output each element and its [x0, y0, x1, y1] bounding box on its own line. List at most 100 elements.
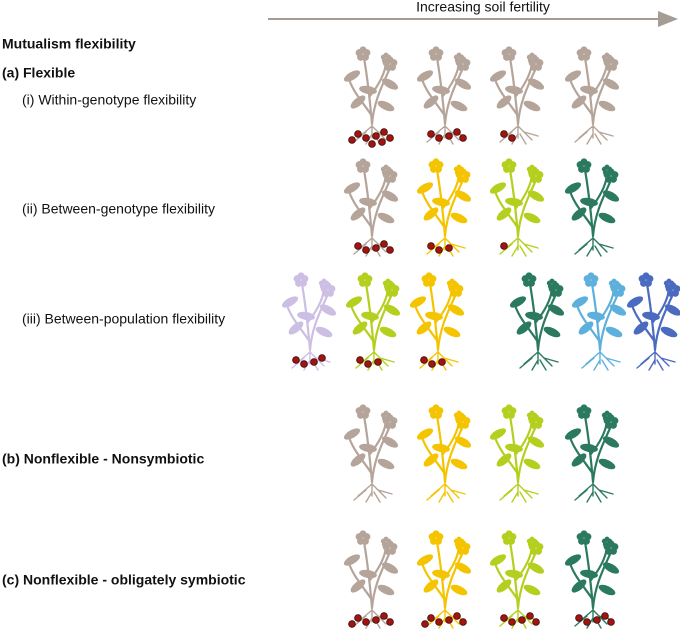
leaf [527, 436, 545, 448]
roots [426, 481, 466, 503]
nodule [354, 614, 362, 622]
nodule [362, 246, 370, 254]
nodule [380, 612, 388, 620]
leaf [598, 458, 616, 470]
leaf [381, 78, 399, 90]
leaf [319, 304, 337, 316]
leaf [602, 562, 620, 574]
plant [345, 272, 401, 371]
leaf [587, 311, 605, 321]
leaf [564, 554, 582, 566]
leaf [598, 584, 616, 596]
plant [564, 404, 620, 503]
petal [501, 533, 509, 541]
nodule [362, 134, 370, 142]
roots [353, 481, 393, 503]
leaf [571, 453, 587, 467]
petal [601, 54, 607, 60]
nodule [427, 130, 435, 138]
plant [564, 530, 620, 629]
leaf [377, 584, 395, 596]
leaf [416, 428, 434, 440]
nodule [593, 616, 601, 624]
petal [421, 275, 429, 283]
roots [574, 235, 614, 257]
petal [428, 407, 436, 415]
nodule [354, 242, 362, 250]
leaf [423, 207, 439, 221]
leaf [564, 70, 582, 82]
leaf [361, 311, 379, 321]
nodule [601, 612, 609, 620]
petal [318, 280, 324, 286]
leaf [523, 458, 541, 470]
leaf [543, 326, 561, 338]
leaf [523, 584, 541, 596]
plant [281, 272, 337, 371]
plant [489, 158, 545, 257]
petal [546, 280, 552, 286]
nodule [378, 138, 386, 146]
plant [571, 272, 627, 371]
leaf [288, 321, 304, 335]
leaf [505, 85, 523, 95]
nodule [508, 134, 516, 142]
section-label: (c) Nonflexible - obligately symbiotic [2, 572, 246, 588]
leaf [509, 296, 527, 308]
leaf [598, 212, 616, 224]
leaf [527, 190, 545, 202]
petal [576, 407, 584, 415]
petal [355, 407, 363, 415]
nodule [300, 360, 308, 368]
leaf [523, 100, 541, 112]
petal [428, 49, 436, 57]
leaf [578, 321, 594, 335]
heading: Mutualism flexibility [2, 36, 136, 52]
leaf [350, 95, 366, 109]
petal [526, 166, 532, 172]
petal [663, 280, 669, 286]
nodule [374, 358, 382, 366]
plants [281, 46, 680, 629]
leaf [598, 100, 616, 112]
row-label: (ii) Between-genotype flexibility [22, 201, 215, 217]
leaf [454, 190, 472, 202]
petal [576, 49, 584, 57]
leaf [447, 304, 465, 316]
leaf [343, 182, 361, 194]
nodule [583, 618, 591, 626]
nodule [292, 356, 300, 364]
leaf [359, 443, 377, 453]
leaf [381, 190, 399, 202]
leaf [377, 212, 395, 224]
leaf [297, 311, 315, 321]
nodule [445, 132, 453, 140]
leaf [450, 100, 468, 112]
row-label: (iii) Between-population flexibility [22, 311, 225, 327]
petal [382, 280, 388, 286]
leaf [359, 569, 377, 579]
leaf [381, 562, 399, 574]
leaf [432, 197, 450, 207]
leaf [633, 321, 649, 335]
plant [489, 530, 545, 629]
nodule [354, 130, 362, 138]
petal [576, 533, 584, 541]
plant [343, 530, 399, 629]
petal [453, 412, 459, 418]
roots [519, 349, 559, 371]
roots [636, 349, 676, 371]
nodule [420, 356, 428, 364]
petal [428, 533, 436, 541]
nodule [607, 618, 615, 626]
leaf [527, 562, 545, 574]
nodule [348, 620, 356, 628]
nodule [445, 616, 453, 624]
petal [355, 533, 363, 541]
nodule [372, 244, 380, 252]
plant [509, 272, 565, 371]
petal [608, 280, 614, 286]
leaf [409, 296, 427, 308]
nodule [386, 134, 394, 142]
leaf [425, 311, 443, 321]
